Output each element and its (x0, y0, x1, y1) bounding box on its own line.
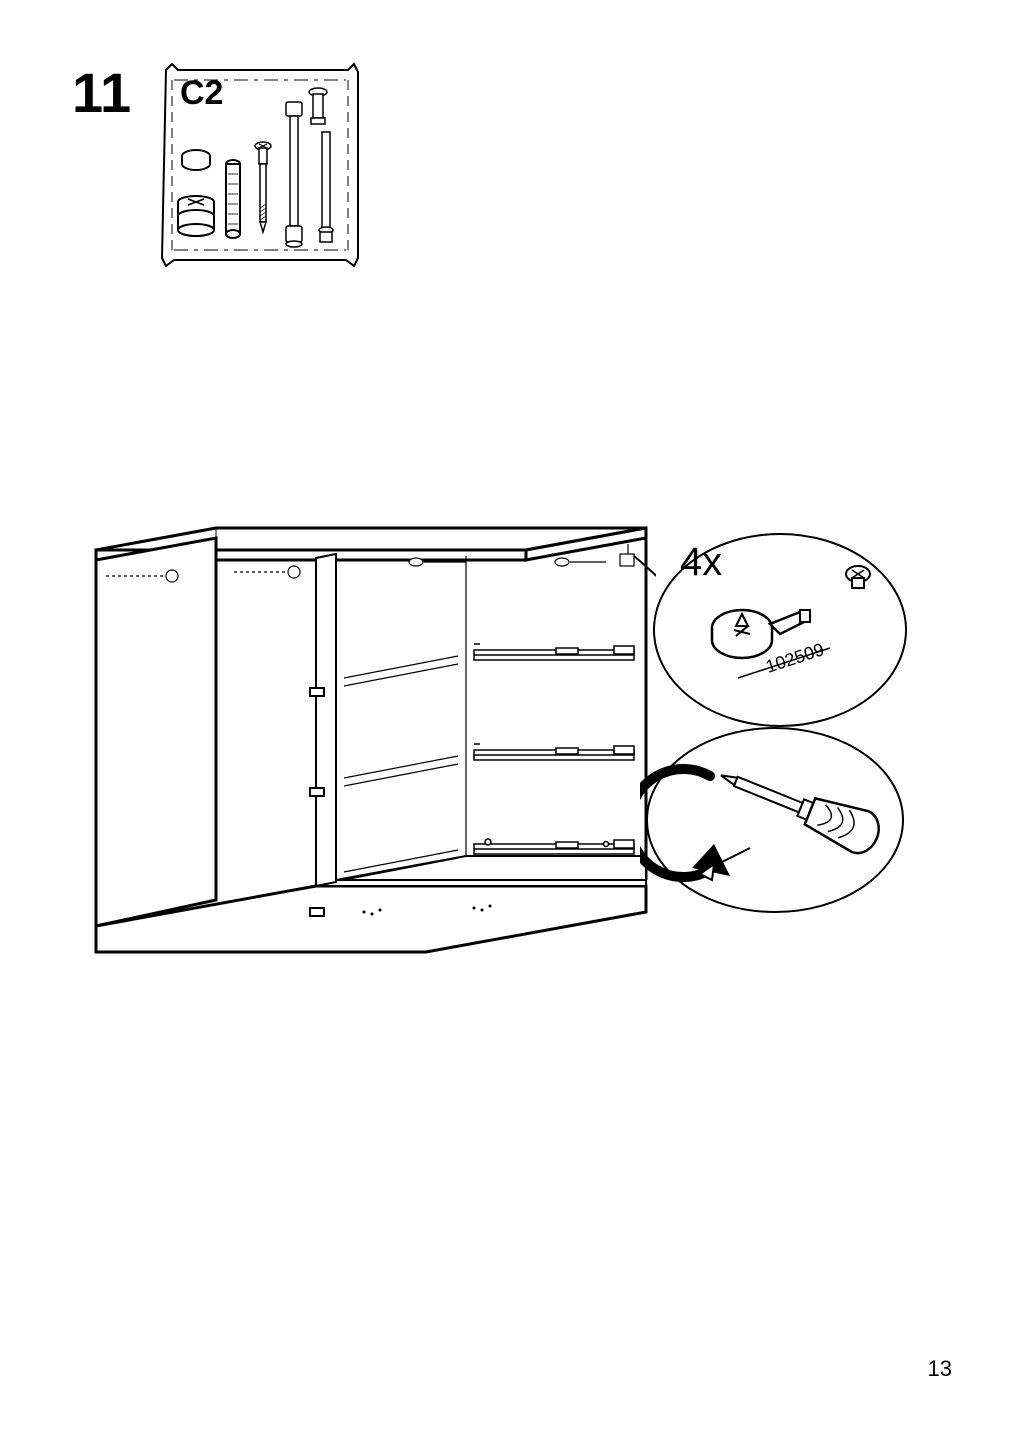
callout-action (640, 720, 910, 920)
assembly-page: 11 (0, 0, 1012, 1432)
cabinet-svg (86, 520, 656, 960)
quantity-label: 4x (680, 540, 722, 585)
cabinet-illustration (86, 520, 656, 960)
callout-action-svg (640, 720, 910, 920)
page-number: 13 (928, 1356, 952, 1382)
hardware-bag: C2 (160, 60, 360, 270)
callout-hardware: 4x 102509 (650, 530, 910, 740)
step-number: 11 (72, 60, 131, 125)
hardware-bag-label: C2 (180, 74, 223, 113)
